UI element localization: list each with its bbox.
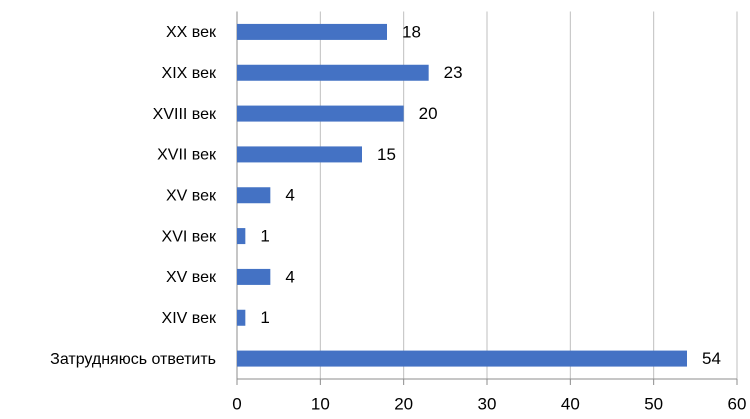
x-tick-label: 50 bbox=[644, 394, 663, 413]
x-tick-label: 40 bbox=[561, 394, 580, 413]
bar bbox=[237, 268, 271, 285]
x-tick-label: 0 bbox=[232, 394, 241, 413]
bar bbox=[237, 350, 687, 367]
bar bbox=[237, 309, 246, 326]
bar bbox=[237, 187, 271, 204]
y-tick-label: XVII век bbox=[157, 147, 217, 164]
y-tick-label: XV век bbox=[166, 269, 217, 286]
bar bbox=[237, 105, 404, 122]
x-tick-label: 30 bbox=[478, 394, 497, 413]
data-label: 1 bbox=[260, 227, 269, 246]
y-tick-label: Затрудняюсь ответить bbox=[50, 351, 216, 368]
data-label: 1 bbox=[260, 308, 269, 327]
data-label: 15 bbox=[377, 145, 396, 164]
bar bbox=[237, 228, 246, 245]
y-tick-label: XIX век bbox=[162, 65, 217, 82]
bar bbox=[237, 64, 429, 81]
bar bbox=[237, 146, 362, 163]
x-tick-label: 60 bbox=[728, 394, 747, 413]
y-tick-label: XVIII век bbox=[153, 106, 217, 123]
data-label: 54 bbox=[702, 349, 721, 368]
x-tick-label: 10 bbox=[311, 394, 330, 413]
data-label: 4 bbox=[285, 186, 294, 205]
data-label: 4 bbox=[285, 267, 294, 286]
data-label: 20 bbox=[419, 104, 438, 123]
y-tick-label: XX век bbox=[166, 24, 217, 41]
x-tick-label: 20 bbox=[394, 394, 413, 413]
y-tick-label: XIV век bbox=[162, 310, 217, 327]
y-tick-label: XV век bbox=[166, 187, 217, 204]
data-label: 18 bbox=[402, 22, 421, 41]
data-label: 23 bbox=[444, 63, 463, 82]
y-tick-label: XVI век bbox=[162, 228, 217, 245]
bar bbox=[237, 23, 387, 40]
